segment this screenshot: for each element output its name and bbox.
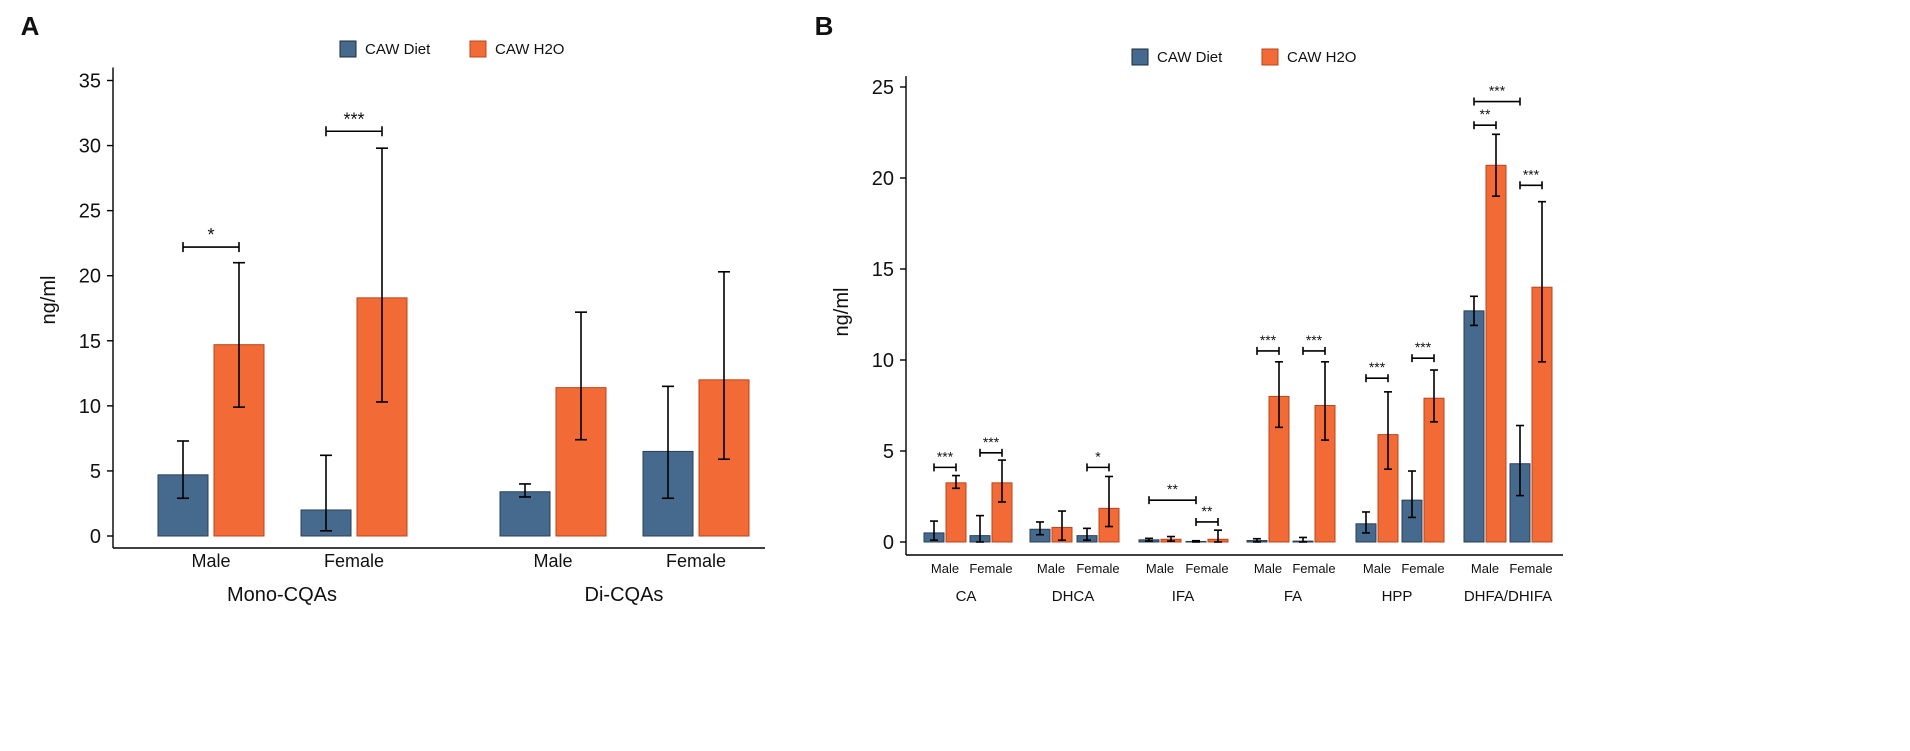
- panel-b-group-label: HPP: [1382, 588, 1413, 605]
- panel-b-label: B: [815, 11, 834, 41]
- panel-b-significance-label: ***: [1260, 332, 1277, 348]
- panel-b-x-tick-label: Male: [1254, 561, 1282, 576]
- panel-b-group-label: DHFA/DHIFA: [1464, 588, 1552, 605]
- panel-b-significance-label: ***: [1369, 359, 1386, 375]
- panel-b-significance-label: *: [1095, 448, 1101, 464]
- panel-b-y-tick-label: 10: [872, 350, 894, 372]
- panel-a-y-tick-label: 30: [79, 136, 101, 158]
- panel-a-y-tick-label: 10: [79, 396, 101, 418]
- panel-b-y-tick-label: 15: [872, 259, 894, 281]
- panel-a-x-tick-label: Male: [191, 551, 230, 571]
- panel-b-x-tick-label: Female: [1185, 561, 1228, 576]
- panel-b-x-tick-label: Female: [1292, 561, 1335, 576]
- panel-b-span-significance-label: ***: [1489, 83, 1506, 99]
- panel-b-significance-label: ***: [1523, 166, 1540, 182]
- panel-a-significance-label: *: [207, 225, 214, 245]
- panel-a-y-axis-label: ng/ml: [38, 276, 60, 325]
- panel-b-group-label: CA: [956, 588, 977, 605]
- panel-a-y-tick-label: 15: [79, 331, 101, 353]
- panel-b-x-tick-label: Male: [931, 561, 959, 576]
- panel-a-y-tick-label: 25: [79, 201, 101, 223]
- panel-b-bar-diet: [1463, 310, 1485, 543]
- panel-a-legend-diet-swatch: [339, 40, 357, 58]
- panel-a-y-tick-label: 5: [90, 461, 101, 483]
- panel-b-significance-label: ***: [1415, 339, 1432, 355]
- panel-b-x-tick-label: Male: [1363, 561, 1391, 576]
- panel-b-x-tick-label: Female: [1401, 561, 1444, 576]
- panel-b-group-label: IFA: [1172, 588, 1195, 605]
- panel-a-bar-diet: [499, 491, 551, 537]
- panel-a-group-label: Di-CQAs: [585, 584, 664, 606]
- panel-a-legend-diet-label: CAW Diet: [365, 41, 431, 58]
- panel-a-label: A: [21, 11, 40, 41]
- panel-a-group-label: Mono-CQAs: [227, 584, 337, 606]
- panel-b-significance-label: **: [1202, 503, 1213, 519]
- panel-a-significance-label: ***: [343, 109, 364, 129]
- panel-a-y-tick-label: 20: [79, 266, 101, 288]
- panel-b-group-label: FA: [1284, 588, 1302, 605]
- panel-b-significance-label: ***: [937, 448, 954, 464]
- panel-b-y-tick-label: 5: [883, 441, 894, 463]
- panel-b-x-tick-label: Female: [1509, 561, 1552, 576]
- panel-b-x-tick-label: Male: [1037, 561, 1065, 576]
- panel-b-group-label: DHCA: [1052, 588, 1095, 605]
- panel-b-y-tick-label: 20: [872, 168, 894, 190]
- panel-b-legend-diet-swatch: [1131, 48, 1149, 66]
- panel-b-y-axis-label: ng/ml: [831, 288, 853, 337]
- panel-b-legend-diet-label: CAW Diet: [1157, 49, 1223, 66]
- panel-a-x-tick-label: Male: [533, 551, 572, 571]
- panel-b-bar-h2o: [1485, 164, 1507, 543]
- panel-b-y-tick-label: 25: [872, 77, 894, 99]
- panel-a-y-tick-label: 0: [90, 526, 101, 548]
- panel-b-x-tick-label: Male: [1146, 561, 1174, 576]
- panel-a-x-tick-label: Female: [666, 551, 726, 571]
- panel-b-x-tick-label: Female: [1076, 561, 1119, 576]
- panel-b-legend-h2o-swatch: [1261, 48, 1279, 66]
- panel-a-x-tick-label: Female: [324, 551, 384, 571]
- panel-b-significance-label: **: [1480, 106, 1491, 122]
- panel-a-y-tick-label: 35: [79, 71, 101, 93]
- panel-b-y-tick-label: 0: [883, 532, 894, 554]
- panel-b-significance-label: ***: [983, 434, 1000, 450]
- panel-b-span-significance-label: **: [1167, 481, 1178, 497]
- panel-b-x-tick-label: Female: [969, 561, 1012, 576]
- panel-b-legend-h2o-label: CAW H2O: [1287, 49, 1356, 66]
- panel-b-significance-label: ***: [1306, 332, 1323, 348]
- panel-a-legend-h2o-label: CAW H2O: [495, 41, 564, 58]
- panel-a-legend-h2o-swatch: [469, 40, 487, 58]
- panel-b-bar-h2o: [945, 482, 967, 543]
- panel-b-x-tick-label: Male: [1471, 561, 1499, 576]
